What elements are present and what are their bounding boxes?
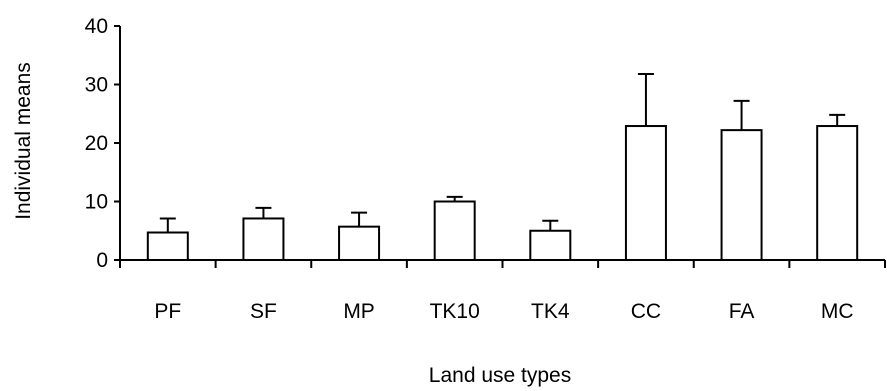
y-tick-label: 10 (85, 191, 108, 214)
bar-tk4 (530, 231, 570, 260)
x-axis: PF SF MP TK10 TK4 CC FA MC (120, 260, 885, 323)
x-tick-label: FA (729, 300, 755, 323)
y-tick-label: 0 (96, 249, 108, 272)
y-axis: 0 10 20 30 40 (85, 15, 120, 272)
x-tick-label: CC (631, 300, 661, 323)
x-tick-label: MC (821, 300, 854, 323)
bar-mc (817, 126, 857, 260)
x-tick-label: TK4 (531, 300, 570, 323)
bar-fa (722, 130, 762, 260)
x-tick-label: SF (250, 300, 277, 323)
x-axis-title: Land use types (429, 364, 571, 387)
x-tick-label: PF (154, 300, 181, 323)
bar-mp (339, 227, 379, 260)
bar-tk10 (435, 202, 475, 261)
bar-cc (626, 126, 666, 260)
y-tick-label: 40 (85, 15, 108, 38)
y-tick-label: 20 (85, 132, 108, 155)
x-tick-label: TK10 (430, 300, 480, 323)
x-tick-label: MP (343, 300, 375, 323)
bars (148, 126, 857, 260)
bar-sf (243, 218, 283, 260)
y-axis-title: Individual means (12, 62, 35, 220)
y-tick-label: 30 (85, 74, 108, 97)
bar-pf (148, 233, 188, 260)
